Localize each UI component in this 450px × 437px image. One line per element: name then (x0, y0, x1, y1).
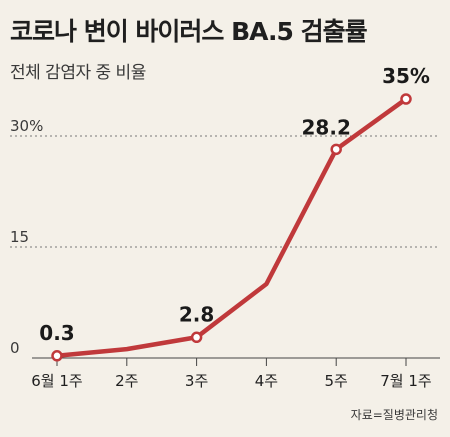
source-note: 자료=질병관리청 (350, 408, 438, 422)
data-label-5: 35% (382, 64, 430, 88)
data-label-0: 0.3 (39, 321, 74, 345)
data-point-4 (330, 143, 342, 156)
data-label-4: 28.2 (302, 115, 351, 139)
y-tick-label-0: 0 (10, 339, 20, 357)
x-tick-label-0: 6월 1주 (31, 372, 82, 390)
x-tick-label-1: 2주 (115, 372, 138, 390)
x-tick-label-2: 3주 (185, 372, 208, 390)
y-tick-label-1: 15 (10, 228, 29, 246)
data-point-2 (190, 331, 203, 344)
chart-title: 코로나 변이 바이러스 BA.5 검출률 (10, 17, 368, 46)
series-line (54, 96, 409, 359)
chart-subtitle: 전체 감염자 중 비율 (10, 63, 146, 83)
x-tick-label-4: 5주 (325, 372, 348, 390)
data-point-5 (400, 93, 412, 105)
x-tick-label-5: 7월 1주 (380, 372, 431, 390)
y-tick-label-2: 30% (10, 117, 43, 135)
x-tick-label-3: 4주 (255, 372, 278, 390)
data-point-0 (51, 350, 63, 362)
data-label-2: 2.8 (179, 302, 214, 326)
